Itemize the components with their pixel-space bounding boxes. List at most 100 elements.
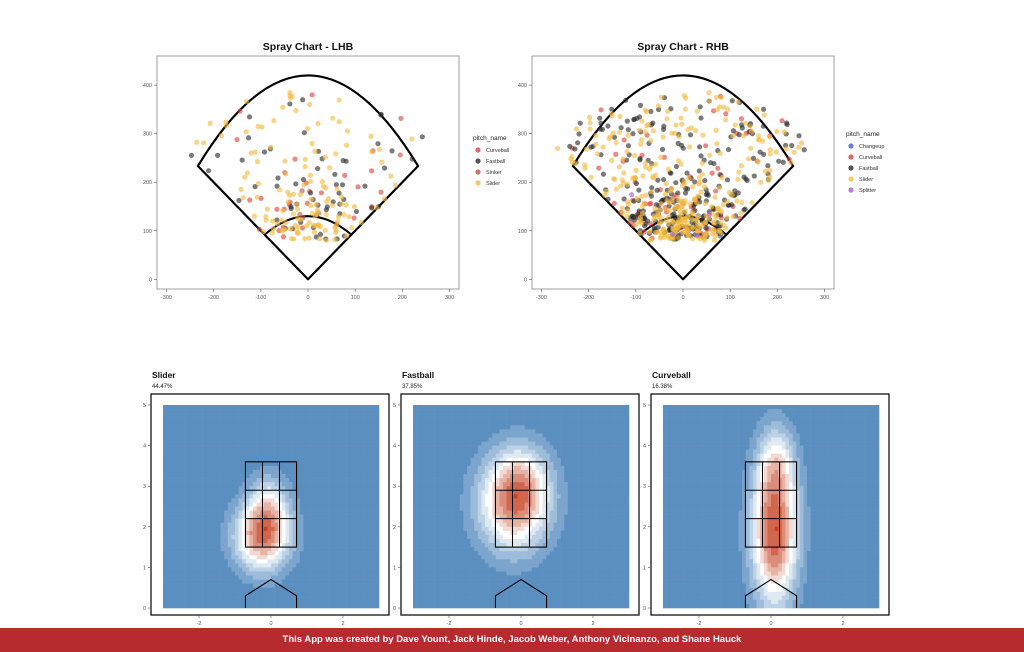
density-cell [332, 461, 337, 467]
density-cell [346, 514, 351, 519]
x-tick-label: -300 [161, 295, 172, 301]
density-cell [560, 449, 565, 455]
density-cell [303, 579, 308, 584]
density-cell [350, 453, 355, 459]
density-cell [335, 433, 340, 438]
density-cell [368, 571, 373, 576]
density-cell [317, 518, 322, 524]
point-slider [758, 179, 764, 185]
density-cell [292, 478, 297, 483]
density-cell [456, 429, 461, 434]
density-cell [231, 587, 236, 593]
point-slider [588, 174, 594, 180]
y-tick-label: 0 [524, 277, 527, 283]
density-cell [452, 445, 457, 450]
density-cell [317, 591, 322, 597]
point-slider [749, 200, 755, 206]
density-cell [607, 413, 612, 418]
density-cell [560, 445, 565, 450]
density-cell [235, 441, 239, 446]
density-cell [614, 409, 619, 414]
density-cell [242, 538, 247, 544]
density-cell [191, 579, 196, 584]
density-cell [371, 405, 376, 410]
density-cell [231, 433, 236, 438]
point-slider [669, 130, 675, 136]
density-cell [256, 514, 261, 519]
density-cell [335, 486, 340, 491]
point-curveball [368, 168, 375, 174]
density-cell [292, 486, 297, 491]
density-cell [260, 587, 265, 593]
density-cell [495, 425, 500, 430]
point-slider [243, 98, 249, 105]
density-cell [238, 579, 243, 584]
density-cell [245, 465, 250, 471]
density-cell [281, 538, 286, 544]
density-cell [199, 478, 203, 483]
density-cell [245, 510, 250, 515]
density-cell [614, 457, 619, 463]
density-cell [517, 457, 522, 463]
point-slider [346, 214, 352, 220]
density-cell [524, 453, 529, 459]
density-cell [321, 494, 326, 499]
point-fastball [567, 143, 573, 149]
y-tick-label: 1 [143, 565, 146, 571]
density-cell [350, 437, 355, 442]
density-cell [495, 453, 500, 459]
density-cell [371, 478, 376, 483]
density-cell [607, 433, 612, 438]
density-cell [289, 474, 293, 479]
density-cell [267, 441, 272, 446]
density-cell [350, 421, 355, 426]
density-cell [600, 421, 605, 426]
density-cell [163, 465, 167, 471]
density-cell [571, 437, 576, 442]
density-cell [427, 413, 432, 418]
point-slider [260, 228, 267, 235]
density-cell [578, 437, 583, 442]
density-cell [474, 433, 479, 438]
density-cell [173, 461, 178, 467]
density-cell [535, 449, 540, 455]
density-cell [296, 530, 301, 536]
density-cell [177, 555, 182, 560]
density-cell [289, 506, 293, 511]
density-cell [271, 547, 275, 552]
density-cell [224, 595, 229, 601]
density-cell [209, 518, 214, 524]
point-slider [736, 169, 742, 175]
density-cell [181, 522, 185, 528]
chart-title: Spray Chart - LHB [263, 41, 354, 53]
density-cell [364, 429, 369, 434]
density-cell [292, 482, 297, 487]
density-cell [611, 445, 615, 450]
point-fastball [215, 152, 221, 158]
density-cell [350, 425, 355, 430]
density-cell [274, 502, 279, 507]
density-cell [296, 579, 301, 584]
density-cell [299, 461, 304, 467]
density-cell [195, 603, 200, 609]
density-cell [166, 441, 171, 446]
density-cell [177, 563, 182, 568]
density-cell [325, 421, 329, 426]
density-cell [328, 518, 333, 524]
density-cell [245, 583, 250, 588]
point-fastball [673, 180, 679, 186]
density-cell [170, 555, 175, 560]
density-cell [231, 514, 236, 519]
density-cell [325, 579, 329, 584]
point-fastball [288, 205, 294, 212]
density-cell [278, 514, 283, 519]
density-cell [177, 510, 182, 515]
density-cell [289, 547, 293, 552]
density-cell [231, 530, 236, 536]
density-cell [317, 514, 322, 519]
density-cell [343, 518, 347, 524]
density-cell [368, 579, 373, 584]
density-cell [353, 425, 358, 430]
x-tick-label: -200 [583, 295, 594, 301]
